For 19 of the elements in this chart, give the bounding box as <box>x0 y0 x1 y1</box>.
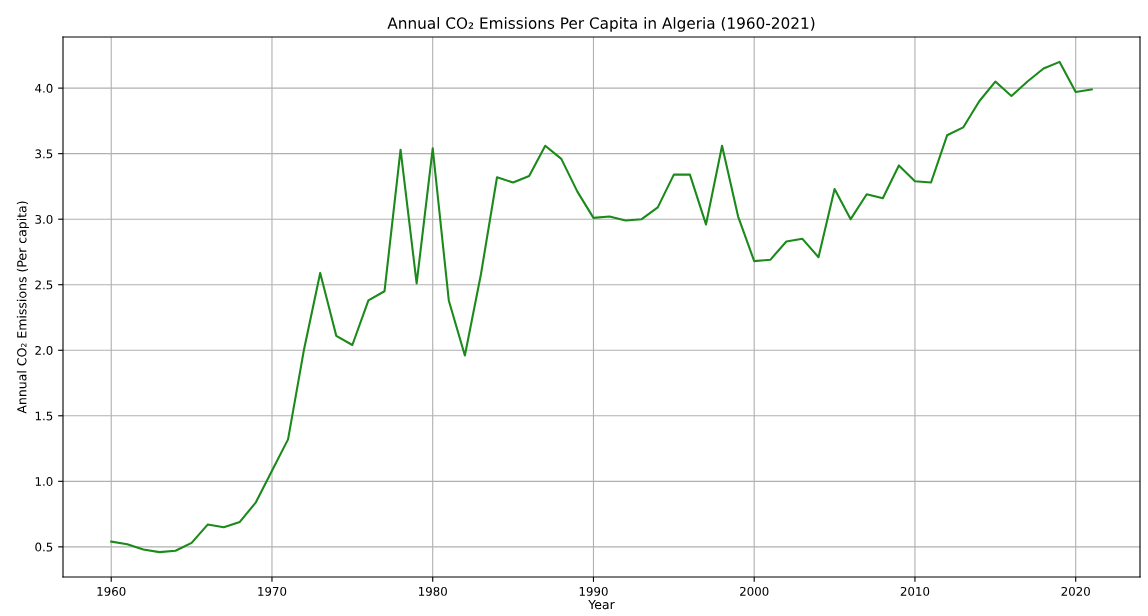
y-tick-label: 3.0 <box>35 214 53 224</box>
line-series <box>110 60 1093 554</box>
y-tick-label: 2.5 <box>35 280 53 290</box>
x-axis-title: Year <box>588 599 615 610</box>
x-tick-label: 1980 <box>418 586 447 596</box>
x-tick-label: 2010 <box>900 586 930 596</box>
x-tick-label: 1970 <box>258 586 287 596</box>
y-tick-label: 1.0 <box>35 477 53 486</box>
y-axis-title: Annual CO₂ Emissions (Per capita) <box>16 201 29 414</box>
chart-title: Annual CO₂ Emissions Per Capita in Algeria (1960-2021) <box>387 17 815 32</box>
y-tick-label: 0.5 <box>35 542 53 552</box>
x-tick-label: 1960 <box>97 586 126 596</box>
x-tick-label: 1990 <box>579 586 608 596</box>
y-tick-label: 3.5 <box>35 149 53 159</box>
x-tick-label: 2020 <box>1061 586 1090 596</box>
x-tick-label: 2000 <box>740 586 769 596</box>
y-tick-label: 2.0 <box>35 345 53 355</box>
y-tick-label: 4.0 <box>35 83 53 93</box>
y-tick-label: 1.5 <box>35 411 53 421</box>
